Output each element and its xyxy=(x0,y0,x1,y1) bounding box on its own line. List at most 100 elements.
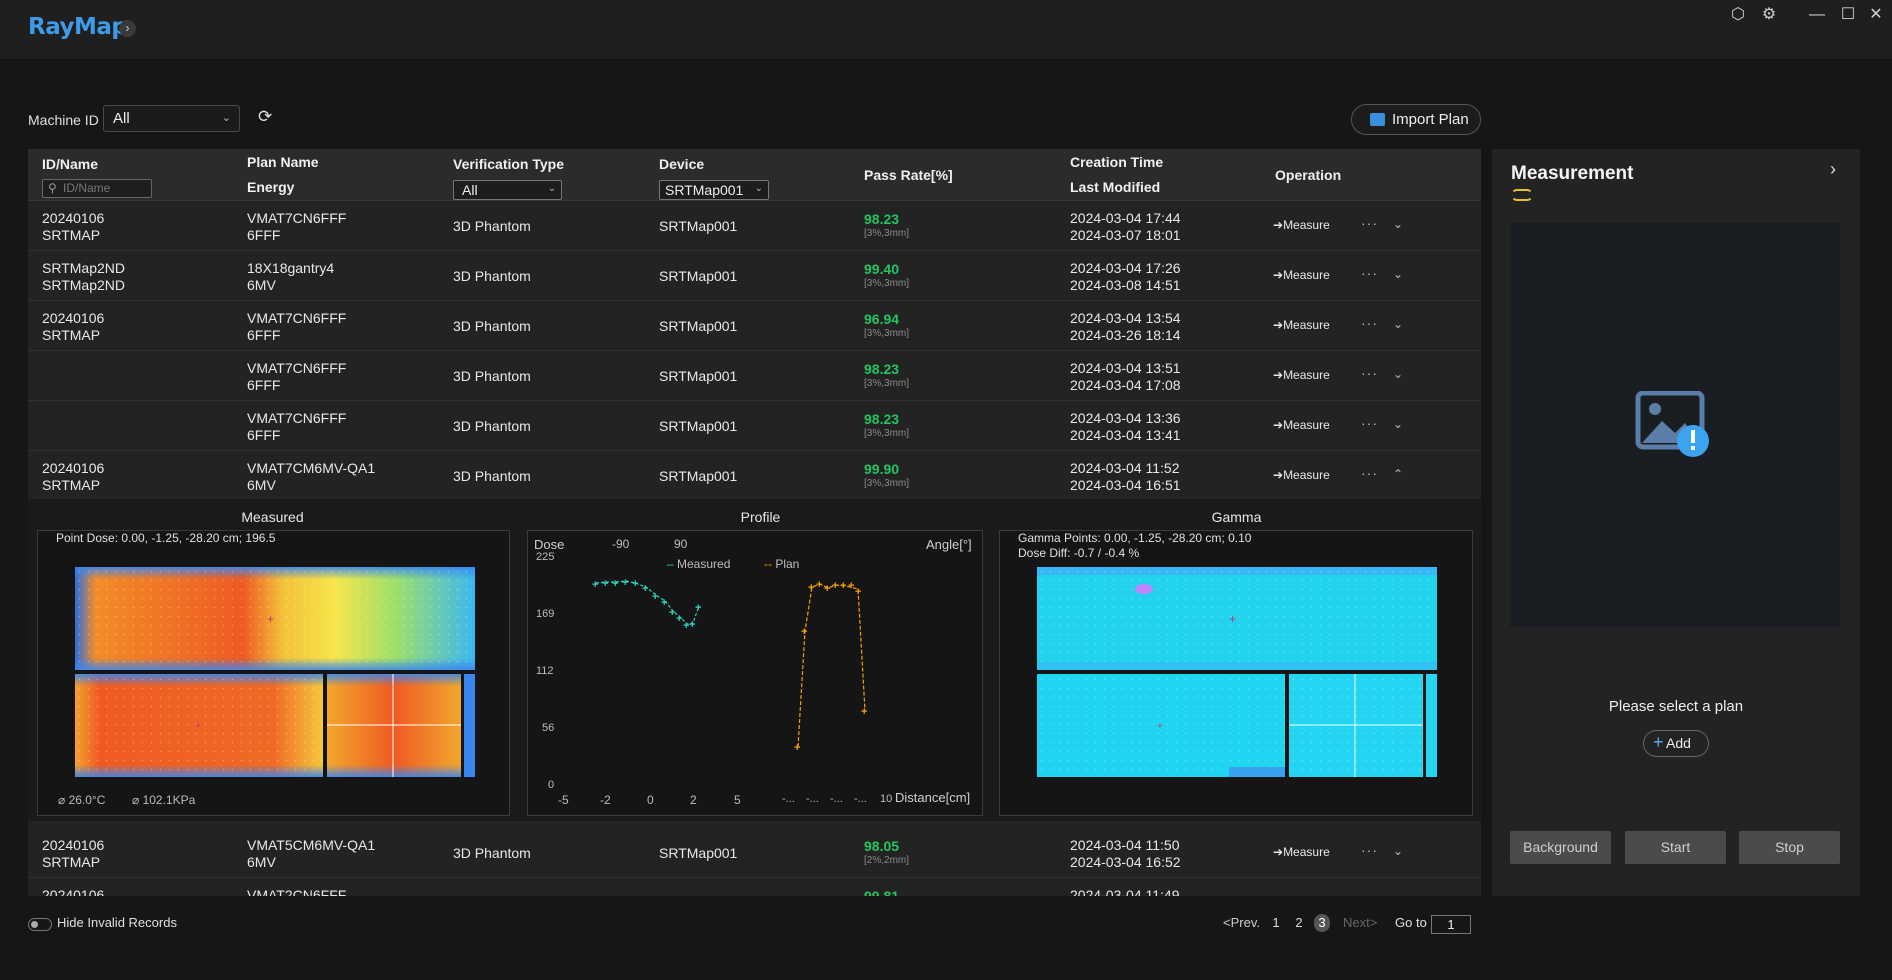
row-criteria: [3%,3mm] xyxy=(864,278,910,289)
x-tick-5: 5 xyxy=(734,793,741,807)
prev-page-button[interactable]: <Prev. xyxy=(1223,915,1260,930)
measure-label: Measure xyxy=(1283,368,1330,382)
legend-measured-label: Measured xyxy=(677,557,731,571)
link-icon xyxy=(1511,189,1533,201)
row-criteria: [3%,3mm] xyxy=(864,228,910,239)
measure-label: Measure xyxy=(1283,468,1330,482)
profile-angle-label: Angle[°] xyxy=(926,537,972,552)
chevron-down-icon[interactable]: ⌄ xyxy=(1393,267,1404,281)
x-tick-2: 2 xyxy=(690,793,697,807)
more-options-icon[interactable]: ··· xyxy=(1361,842,1378,858)
table-row[interactable]: 20240106 SRTMAP VMAT7CN6FFF 6FFF 3D Phantom S… xyxy=(28,201,1481,251)
page-3-current[interactable]: 3 xyxy=(1314,914,1330,932)
maximize-icon[interactable]: ☐ xyxy=(1840,6,1856,23)
row-energy: 6FFF xyxy=(247,427,281,443)
chevron-down-icon[interactable]: ⌄ xyxy=(1393,367,1404,381)
collapse-panel-icon[interactable]: › xyxy=(1830,159,1836,179)
more-options-icon[interactable]: ··· xyxy=(1361,265,1378,281)
close-icon[interactable]: ✕ xyxy=(1869,6,1883,23)
profile-y-label: Dose xyxy=(534,537,565,552)
temperature-reading: ⌀ 26.0°C xyxy=(58,793,105,807)
legend-plan: -- Plan xyxy=(764,557,799,571)
row-verification-type: 3D Phantom xyxy=(453,318,531,334)
row-criteria: [3%,3mm] xyxy=(864,378,910,389)
more-options-icon[interactable]: ··· xyxy=(1361,365,1378,381)
refresh-icon[interactable]: ⟳ xyxy=(258,107,273,126)
measure-button[interactable]: ➔Measure xyxy=(1273,318,1330,332)
chevron-down-icon[interactable]: ⌄ xyxy=(1393,317,1404,331)
chevron-up-icon[interactable]: ⌃ xyxy=(1393,467,1404,481)
svg-text:+: + xyxy=(861,706,867,718)
row-criteria: [3%,3mm] xyxy=(864,328,910,339)
header-energy: Energy xyxy=(247,179,295,195)
legend-measured-swatch: – xyxy=(667,557,678,571)
gear-icon[interactable]: ⚙ xyxy=(1761,6,1777,23)
row-id: 20240106 xyxy=(42,460,105,476)
table-row[interactable]: VMAT7CN6FFF 6FFF 3D Phantom SRTMap001 2024-0… xyxy=(28,401,1481,451)
svg-text:+: + xyxy=(632,578,638,590)
svg-text:+: + xyxy=(840,580,846,592)
thermometer-icon: ⌀ xyxy=(58,793,69,807)
stop-button[interactable]: Stop xyxy=(1739,831,1840,864)
add-button[interactable]: + Add xyxy=(1643,730,1709,757)
measure-button[interactable]: ➔Measure xyxy=(1273,468,1330,482)
more-options-icon[interactable]: ··· xyxy=(1361,315,1378,331)
cube-icon[interactable]: ⬡ xyxy=(1731,6,1745,23)
row-energy: 6MV xyxy=(247,854,276,870)
hide-invalid-toggle[interactable] xyxy=(28,918,52,931)
more-options-icon[interactable]: ··· xyxy=(1361,465,1378,481)
gamma-map[interactable]: + + xyxy=(1037,567,1437,777)
row-device: SRTMap001 xyxy=(659,268,738,284)
page-2[interactable]: 2 xyxy=(1295,915,1303,930)
svg-text:+: + xyxy=(683,620,689,632)
table-row[interactable]: VMAT7CN6FFF 6FFF 3D Phantom SRTMap001 2024-0… xyxy=(28,351,1481,401)
measure-button[interactable]: ➔Measure xyxy=(1273,845,1330,859)
import-plan-button[interactable]: Import Plan xyxy=(1351,104,1481,135)
table-row[interactable]: 20240106 SRTMAP VMAT7CN6FFF 6FFF 3D Phantom S… xyxy=(28,301,1481,351)
row-plan-name: VMAT7CN6FFF xyxy=(247,310,347,326)
svg-text:+: + xyxy=(195,721,201,732)
hide-invalid-label: Hide Invalid Records xyxy=(57,915,177,930)
start-button[interactable]: Start xyxy=(1625,831,1726,864)
row-device: SRTMap001 xyxy=(659,218,738,234)
gamma-title: Gamma xyxy=(1211,509,1262,525)
table-row[interactable]: SRTMap2ND SRTMap2ND 18X18gantry4 6MV 3D Phan… xyxy=(28,251,1481,301)
chevron-down-icon[interactable]: ⌄ xyxy=(1393,844,1404,858)
measure-label: Measure xyxy=(1283,268,1330,282)
legend-plan-label: Plan xyxy=(775,557,800,571)
measure-button[interactable]: ➔Measure xyxy=(1273,218,1330,232)
x-tick-b: -... xyxy=(806,793,819,805)
row-pass-rate: 99.40 xyxy=(864,261,900,277)
svg-text:+: + xyxy=(612,578,618,590)
background-button[interactable]: Background xyxy=(1510,831,1611,864)
measure-button[interactable]: ➔Measure xyxy=(1273,368,1330,382)
measure-button[interactable]: ➔Measure xyxy=(1273,268,1330,282)
row-name: SRTMAP xyxy=(42,327,101,343)
next-page-button[interactable]: Next> xyxy=(1343,915,1378,930)
device-filter[interactable]: SRTMap001 ⌄ xyxy=(659,180,769,200)
verification-type-filter[interactable]: All ⌄ xyxy=(453,180,562,200)
row-plan-name: VMAT5CM6MV-QA1 xyxy=(247,837,376,853)
profile-plot[interactable]: + + + + + ++ ++ ++ ++ +++ + + + + + ++ xyxy=(528,531,984,817)
table-row[interactable]: 20240106 SRTMAP VMAT5CM6MV-QA1 6MV 3D Phanto… xyxy=(28,828,1481,878)
table-row[interactable]: 20240106 VMAT2CN6FFF 2024-03-04 11:49 99.81 xyxy=(28,878,1481,896)
measured-dose-map[interactable]: + + xyxy=(75,567,475,777)
chevron-down-icon[interactable]: ⌄ xyxy=(1393,417,1404,431)
id-name-filter-input[interactable]: ⚲ ID/Name xyxy=(42,179,152,198)
measure-button[interactable]: ➔Measure xyxy=(1273,418,1330,432)
arrow-right-icon: ➔ xyxy=(1273,368,1284,382)
table-row[interactable]: 20240106 SRTMAP VMAT7CM6MV-QA1 6MV 3D Phanto… xyxy=(28,451,1481,501)
goto-input[interactable]: 1 xyxy=(1431,915,1471,934)
chevron-down-icon: ⌄ xyxy=(547,183,556,194)
svg-text:+: + xyxy=(661,597,667,609)
y-tick-225: 225 xyxy=(536,551,555,563)
more-options-icon[interactable]: ··· xyxy=(1361,415,1378,431)
logo-expand-icon[interactable]: › xyxy=(119,20,136,37)
chevron-down-icon[interactable]: ⌄ xyxy=(1393,217,1404,231)
verification-filter-value: All xyxy=(462,182,478,198)
minimize-icon[interactable]: — xyxy=(1809,6,1825,23)
image-warning-icon xyxy=(1635,391,1709,457)
page-1[interactable]: 1 xyxy=(1272,915,1280,930)
machine-id-select[interactable]: All ⌄ xyxy=(103,105,240,132)
more-options-icon[interactable]: ··· xyxy=(1361,215,1378,231)
